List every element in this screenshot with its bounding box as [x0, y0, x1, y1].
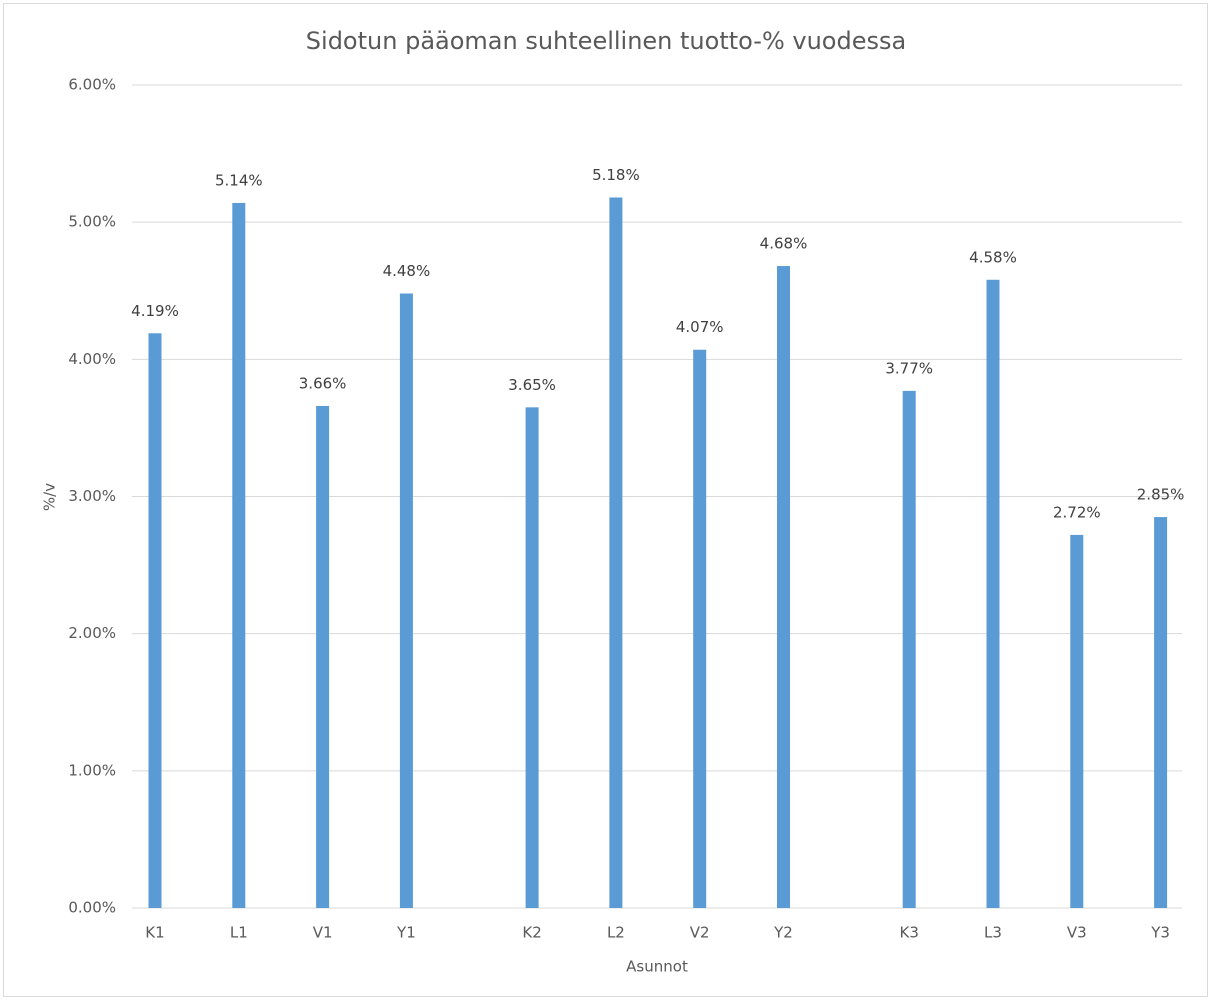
x-tick-label: V1 [313, 924, 333, 942]
bar [316, 405, 330, 908]
data-label: 4.58% [969, 248, 1017, 266]
x-tick-label: L3 [984, 924, 1002, 942]
x-tick-label: Y2 [773, 924, 793, 942]
y-axis-label: %/v [41, 483, 59, 511]
data-label: 2.85% [1137, 486, 1185, 504]
bar [693, 349, 707, 908]
x-tick-label: L2 [607, 924, 625, 942]
x-tick-label: L1 [230, 924, 248, 942]
data-label: 4.07% [676, 318, 724, 336]
bar [902, 390, 916, 908]
bar [609, 197, 623, 908]
data-label: 4.68% [760, 235, 808, 253]
bar [777, 266, 790, 908]
y-tick-label: 1.00% [68, 761, 116, 779]
bar [399, 293, 413, 908]
bar [1070, 534, 1084, 908]
y-tick-label: 4.00% [68, 350, 116, 368]
data-label: 2.72% [1053, 503, 1101, 521]
y-tick-label: 3.00% [68, 487, 116, 505]
x-tick-label: K2 [522, 924, 541, 942]
chart-title: Sidotun pääoman suhteellinen tuotto-% vu… [306, 27, 906, 55]
data-label: 4.48% [383, 262, 431, 280]
data-label: 4.19% [131, 302, 179, 320]
y-tick-label: 2.00% [68, 624, 116, 642]
x-tick-label: K3 [900, 924, 919, 942]
bar [525, 407, 539, 908]
x-tick-label: Y1 [396, 924, 416, 942]
bar [986, 279, 1000, 908]
x-tick-label: V3 [1067, 924, 1087, 942]
x-tick-label: K1 [145, 924, 164, 942]
data-label: 3.66% [299, 374, 347, 392]
x-axis-label: Asunnot [626, 958, 688, 976]
bar [232, 202, 246, 909]
y-tick-label: 0.00% [68, 899, 116, 917]
bar [148, 333, 162, 908]
data-label: 3.65% [508, 376, 556, 394]
x-tick-label: Y3 [1150, 924, 1170, 942]
x-tick-label: V2 [690, 924, 710, 942]
data-label: 5.14% [215, 171, 263, 189]
data-label: 5.18% [592, 166, 640, 184]
y-tick-label: 5.00% [68, 213, 116, 231]
bar [1154, 517, 1168, 908]
data-label: 3.77% [885, 359, 933, 377]
chart-border [3, 3, 1208, 997]
y-tick-label: 6.00% [68, 76, 116, 94]
